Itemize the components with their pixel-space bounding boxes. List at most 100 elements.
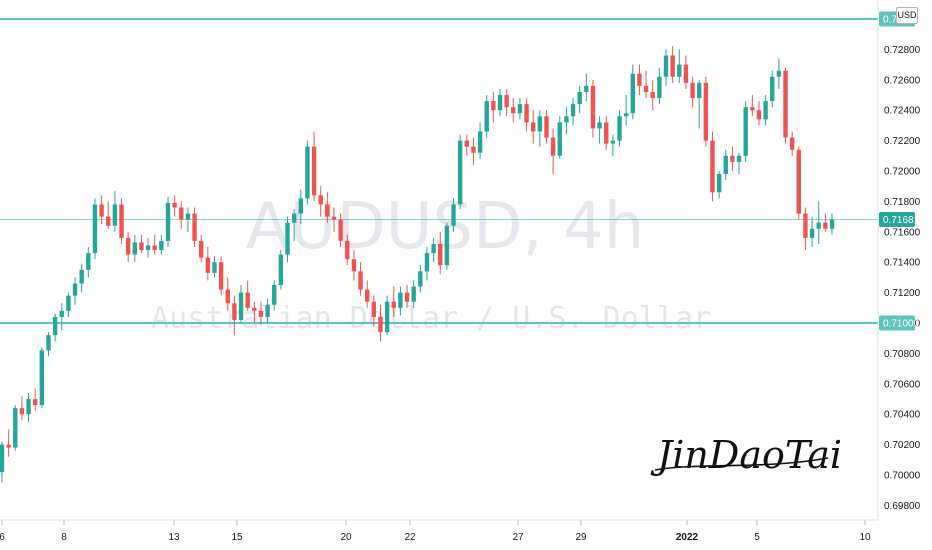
candle-body	[557, 122, 562, 156]
candle	[391, 286, 396, 317]
candle-body	[145, 245, 151, 251]
candle-body	[125, 237, 131, 255]
price-tag-label: 0.71000	[883, 319, 920, 330]
candle	[398, 286, 403, 316]
price-axis[interactable]: 0.69800 0.70000 0.70200 0.70400 0.70600 0.708…	[884, 45, 921, 512]
candle-body	[650, 91, 655, 99]
time-axis[interactable]: 6 8 13 15 20 22 27 29 2022 5 10	[0, 520, 871, 543]
candle-body	[524, 104, 529, 123]
candle-body	[6, 444, 11, 448]
candle-body	[119, 204, 124, 238]
candle-body	[258, 310, 264, 317]
candle	[823, 213, 828, 232]
currency-unit-button[interactable]: USD	[896, 7, 918, 24]
candle	[537, 110, 543, 147]
candle-body	[66, 295, 71, 311]
y-tick-label: 0.72600	[884, 75, 921, 86]
candle	[796, 146, 801, 220]
candle-body	[504, 95, 509, 108]
candle-body	[610, 140, 616, 144]
candle	[517, 98, 523, 120]
candle	[179, 201, 184, 229]
candle-body	[723, 155, 728, 175]
candle	[0, 441, 5, 483]
candle	[365, 280, 370, 308]
x-tick-label: 15	[231, 532, 243, 543]
candle	[570, 98, 576, 126]
candle-body	[172, 202, 177, 208]
candle	[265, 298, 270, 323]
candle-body	[418, 271, 423, 287]
candle	[112, 190, 118, 232]
candle-body	[823, 222, 828, 229]
candle-body	[79, 269, 84, 284]
candle	[736, 152, 742, 175]
candle-body	[291, 213, 297, 223]
candle	[630, 64, 635, 120]
candle	[46, 332, 51, 357]
candle	[743, 101, 748, 162]
candle-body	[106, 216, 111, 226]
candle	[172, 195, 177, 217]
x-tick-label: 13	[168, 532, 180, 543]
candle	[610, 134, 616, 156]
candle	[185, 207, 191, 232]
candle	[730, 146, 735, 171]
candle-body	[643, 85, 649, 92]
horizontal-levels	[0, 18, 878, 324]
candle	[617, 110, 622, 147]
candle	[152, 234, 157, 255]
candle-body	[544, 116, 549, 138]
candle	[238, 285, 244, 323]
candle-body	[703, 82, 709, 141]
candle-body	[311, 146, 317, 196]
candle-body	[491, 101, 496, 111]
candle-body	[398, 292, 403, 308]
candle-body	[46, 335, 51, 351]
candle-body	[710, 140, 715, 193]
candle-body	[272, 285, 277, 305]
candle-body	[796, 149, 801, 214]
candle-body	[52, 316, 58, 336]
candle	[411, 280, 416, 308]
y-tick-label: 0.72400	[884, 106, 921, 117]
candle-body	[99, 204, 104, 217]
candle-body	[789, 137, 795, 150]
candle-body	[378, 316, 383, 333]
candle-body	[338, 219, 343, 241]
candle	[763, 95, 768, 126]
candle	[258, 301, 264, 325]
candle-body	[750, 107, 755, 111]
candle-body	[803, 213, 808, 238]
candle	[471, 137, 476, 165]
candle	[159, 234, 164, 255]
candle-body	[13, 408, 18, 448]
price-tag-bg	[879, 211, 915, 227]
chart-watermark: AUDUSD, 4h Australian Dollar / U.S. Doll…	[151, 190, 711, 336]
candle	[683, 55, 689, 89]
candle-body	[371, 301, 377, 317]
candle	[497, 88, 503, 117]
y-tick-label: 0.70400	[884, 410, 921, 421]
y-tick-label: 0.70800	[884, 349, 921, 360]
candle	[803, 207, 808, 251]
candle	[311, 131, 317, 202]
x-tick-label: 6	[0, 532, 5, 543]
candle-body	[278, 254, 284, 285]
candle	[139, 234, 144, 254]
price-tag-label: 0.7	[883, 15, 897, 26]
candle-body	[112, 204, 118, 226]
candle	[557, 116, 562, 159]
candle	[19, 395, 25, 421]
candle	[643, 70, 649, 99]
candle-body	[431, 243, 436, 254]
candle	[597, 116, 602, 144]
candle-body	[464, 140, 469, 147]
x-tick-label: 29	[575, 532, 587, 543]
candle-body	[451, 204, 456, 226]
candle	[218, 256, 224, 296]
candle	[657, 67, 662, 105]
candle	[444, 222, 450, 270]
candle-body	[424, 253, 430, 272]
